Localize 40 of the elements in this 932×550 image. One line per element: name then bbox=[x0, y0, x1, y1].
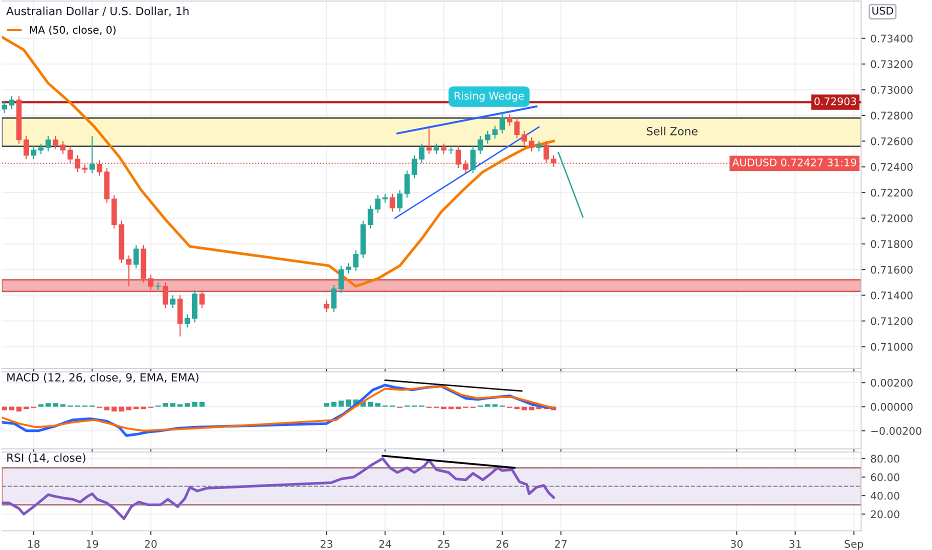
y-tick-label: 0.71800 bbox=[870, 240, 913, 248]
x-tick-label: 27 bbox=[555, 540, 567, 548]
y-tick-label: 20.00 bbox=[870, 510, 900, 518]
x-tick-label: 20 bbox=[144, 540, 157, 548]
y-tick-label: 0.71000 bbox=[870, 342, 913, 351]
annotation: Rising Wedge bbox=[454, 92, 524, 102]
y-tick-label: 0.72200 bbox=[870, 188, 913, 197]
y-tick-label: 0.71600 bbox=[870, 266, 913, 274]
x-tick-label: 25 bbox=[438, 540, 450, 548]
y-tick-label: 80.00 bbox=[870, 454, 900, 463]
y-tick-label: 0.72800 bbox=[870, 112, 913, 120]
chart-title: MACD (12, 26, close, 9, EMA, EMA) bbox=[7, 372, 198, 383]
y-tick-label: −0.00200 bbox=[871, 426, 922, 435]
x-tick-label: 18 bbox=[28, 540, 40, 548]
y-tick-label: 0.72000 bbox=[870, 214, 913, 222]
y-tick-label: 0.00200 bbox=[870, 378, 913, 387]
y-tick-label: 0.72400 bbox=[870, 163, 913, 171]
x-tick-label: 23 bbox=[320, 540, 332, 548]
y-tick-label: 40.00 bbox=[870, 492, 900, 500]
x-tick-label: 19 bbox=[86, 540, 98, 548]
y-tick-label: 0.73400 bbox=[870, 34, 913, 42]
y-tick-label: 60.00 bbox=[870, 473, 900, 482]
ref-line-label: AUDUSD 0.72427 31:19 bbox=[732, 158, 856, 166]
y-axis-title: USD bbox=[872, 6, 894, 15]
ref-line-label: 0.72903 bbox=[814, 97, 856, 106]
x-tick-label: 30 bbox=[730, 540, 743, 548]
y-tick-label: 0.73200 bbox=[870, 60, 913, 68]
x-tick-label: 26 bbox=[496, 540, 508, 548]
x-tick-label: 24 bbox=[379, 540, 392, 548]
x-tick-label: 31 bbox=[789, 540, 801, 548]
y-tick-label: 0.73000 bbox=[870, 86, 913, 94]
chart-title: RSI (14, close) bbox=[7, 453, 86, 464]
chart-title: Australian Dollar / U.S. Dollar, 1h bbox=[6, 6, 189, 16]
band-label: Sell Zone bbox=[646, 126, 698, 136]
y-tick-label: 0.71400 bbox=[870, 292, 913, 300]
y-tick-label: 0.71200 bbox=[870, 317, 913, 326]
legend-label: MA (50, close, 0) bbox=[30, 26, 116, 36]
y-tick-label: 0.72600 bbox=[870, 137, 913, 146]
x-tick-label: Sep bbox=[844, 540, 864, 550]
y-tick-label: 0.00000 bbox=[870, 402, 913, 411]
